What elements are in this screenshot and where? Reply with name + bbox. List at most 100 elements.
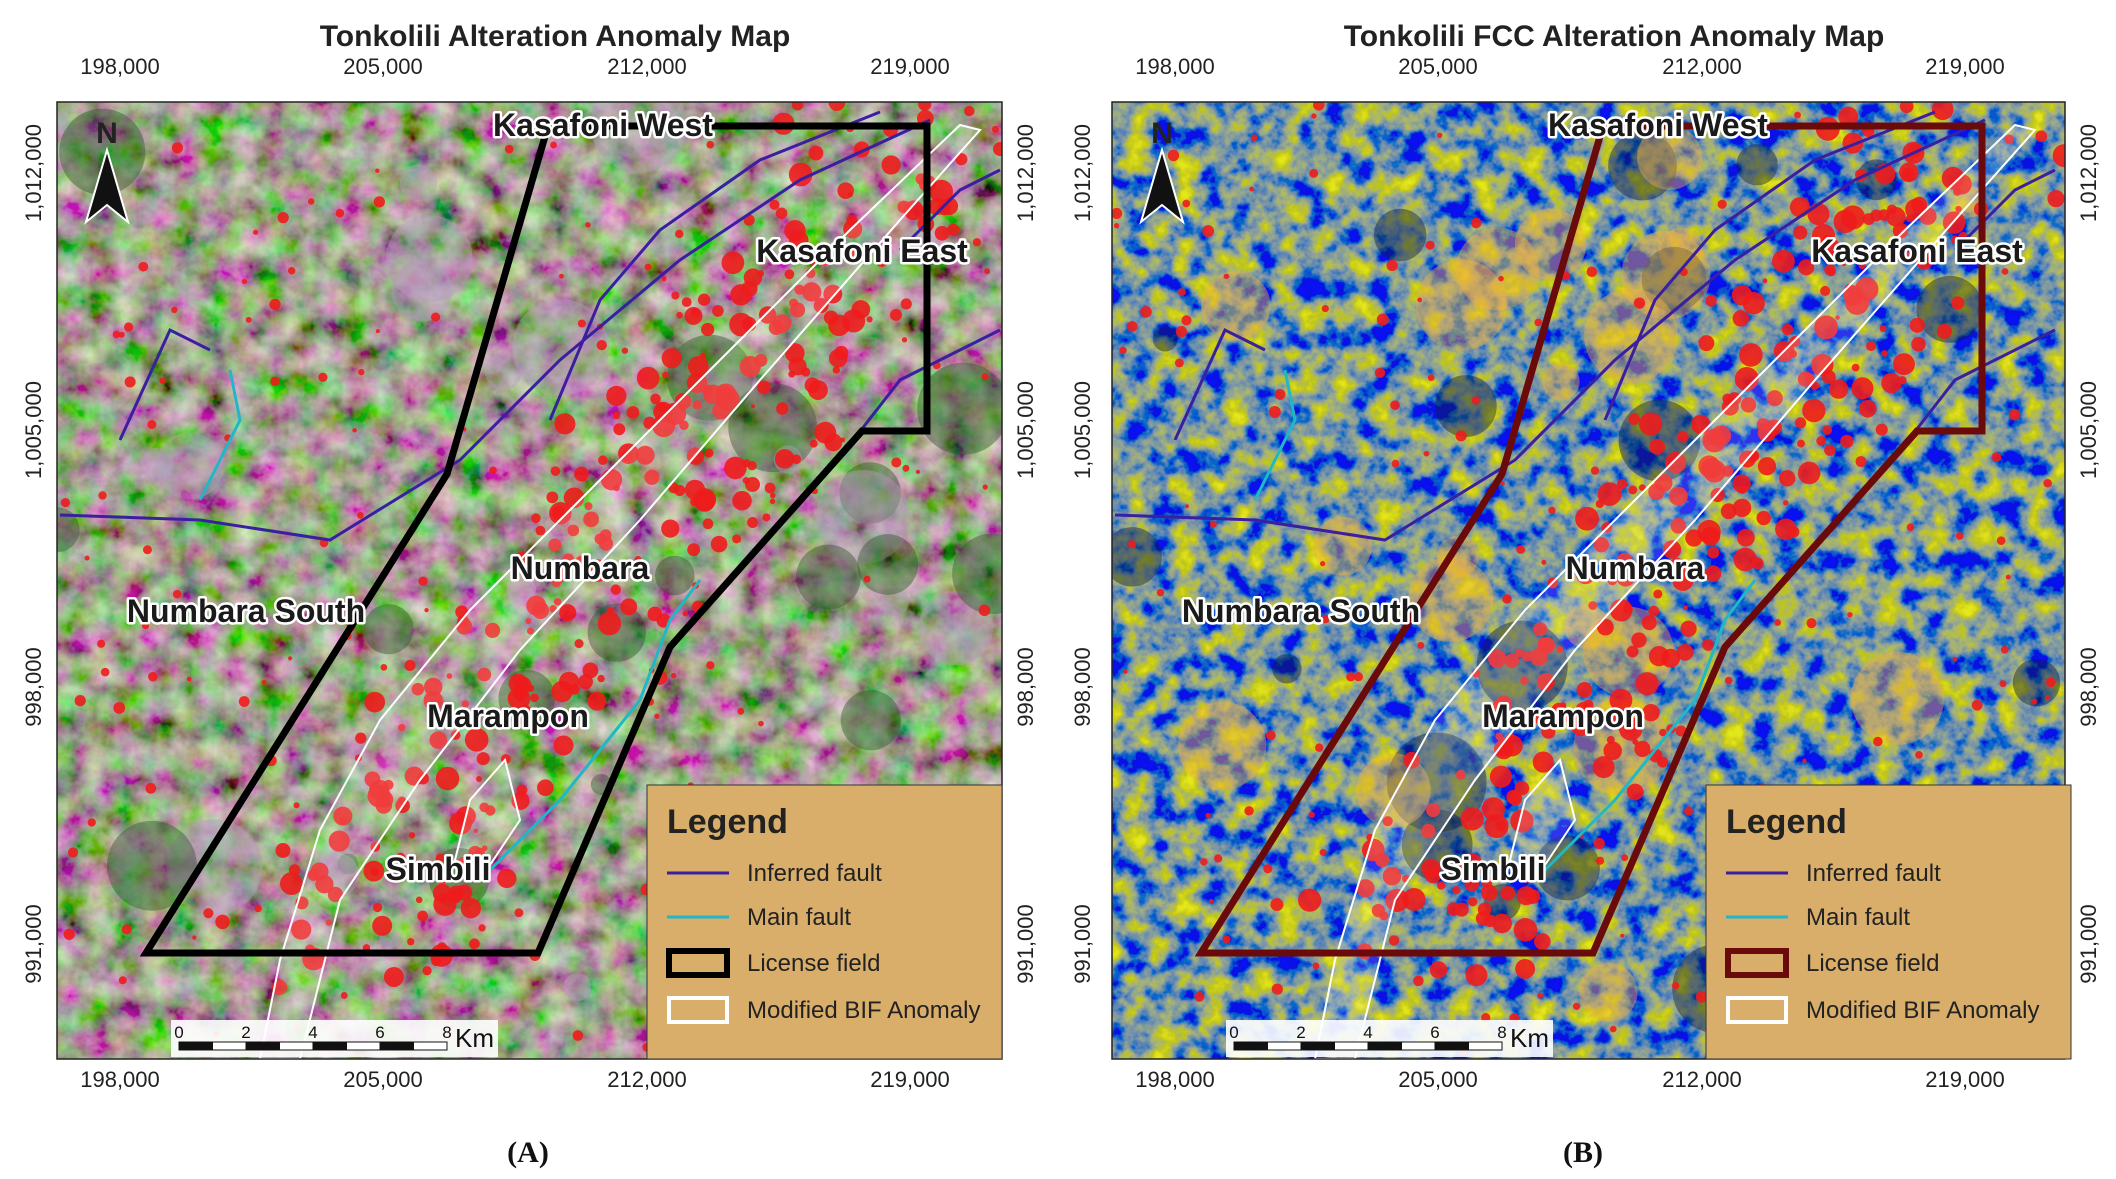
anomaly-dot [1455,430,1467,442]
anomaly-dot [1421,858,1441,878]
x-tick-label: 212,000 [607,1067,687,1092]
x-tick-label: 205,000 [1398,54,1478,79]
anomaly-dot [764,482,776,494]
scale-segment [245,1041,280,1051]
anomaly-dot [670,672,677,679]
map-frame [1111,101,2066,1060]
anomaly-dot [1588,601,1598,610]
anomaly-dot [504,144,514,154]
anomaly-dot [1484,814,1509,839]
y-tick-label: 998,000 [1013,647,1038,727]
anomaly-dot [507,687,531,710]
anomaly-dot [690,497,699,507]
anomaly-dot [1824,264,1836,276]
terrain-patch [166,819,263,916]
anomaly-dot [1592,756,1615,779]
anomaly-dot [372,902,383,913]
scale-segment [1334,1041,1369,1051]
anomaly-dot [1762,278,1768,284]
anomaly-dot [1680,620,1697,637]
scale-unit: Km [455,1023,494,1053]
anomaly-dot [186,676,192,682]
anomaly-dot [1609,1025,1617,1033]
anomaly-dot [1156,588,1165,597]
anomaly-dot [1705,295,1717,307]
anomaly-dot [2001,268,2009,275]
terrain-patch [1564,604,1609,649]
anomaly-dot [583,511,599,528]
anomaly-dot [712,305,724,317]
anomaly-dot [1570,714,1592,737]
anomaly-dot [535,525,546,536]
anomaly-dot [1429,961,1448,979]
anomaly-dot [1626,783,1644,801]
anomaly-dot [1223,273,1230,280]
anomaly-dot [737,707,745,715]
scale-segment [1434,1041,1469,1051]
anomaly-dot [1757,457,1777,476]
terrain-patch [1313,516,1372,576]
anomaly-dot [681,297,692,308]
terrain-patch [1112,527,1162,587]
north-label: N [1151,117,1173,150]
anomaly-dot [1873,736,1883,747]
inferred-fault [1114,118,1986,542]
anomaly-dot [277,212,289,224]
terrain-patch [1408,556,1494,642]
anomaly-dot [1575,506,1599,531]
anomaly-dot [772,314,792,334]
anomaly-dot [891,457,902,468]
terrain-patch [363,604,414,655]
anomaly-dot [112,330,121,339]
anomaly-dot [700,352,707,359]
anomaly-dot [654,713,660,719]
anomaly-dot [724,456,747,480]
anomaly-dot [1374,852,1390,868]
anomaly-dot [1950,235,1960,245]
anomaly-dot [1274,388,1286,400]
panel-caption: (A) [507,1136,549,1169]
inferred-fault [118,327,211,441]
anomaly-dot [934,225,950,241]
anomaly-dot [2035,130,2048,143]
anomaly-dot [1386,259,1398,272]
anomaly-dot [587,691,607,711]
anomaly-dot [1537,992,1544,999]
terrain-patch [140,447,175,482]
terrain-patch [57,507,80,553]
scale-segment [1300,1041,1335,1051]
anomaly-dot [554,565,571,582]
anomaly-dot [1789,197,1811,218]
anomaly-dot [598,455,608,465]
anomaly-dot [333,806,353,826]
x-tick-label: 212,000 [607,54,687,79]
anomaly-dot [1495,695,1513,713]
anomaly-dot [307,198,315,205]
anomaly-dot [526,684,535,693]
anomaly-dot [1844,284,1855,294]
anomaly-dot [828,314,850,337]
anomaly-dot [1442,857,1457,872]
anomaly-dot [1508,791,1523,806]
terrain-patch [484,352,523,391]
place-label: Numbara [1566,550,1705,586]
anomaly-dot [1732,310,1750,327]
anomaly-dot [1653,589,1663,599]
anomaly-dot [352,427,357,433]
anomaly-dot [1703,459,1727,483]
inferred-fault [59,118,931,542]
anomaly-dot [1898,376,1907,385]
anomaly-dot [1382,816,1393,827]
anomaly-dot [1702,638,1715,651]
anomaly-dot [676,311,683,319]
anomaly-dot [355,732,367,744]
anomaly-dot [2004,134,2015,145]
anomaly-dot [828,102,846,111]
anomaly-dot [1426,802,1441,818]
anomaly-dot [789,230,809,251]
anomaly-dot [245,316,252,323]
anomaly-dot [1841,261,1847,267]
anomaly-dot [478,924,486,932]
anomaly-dot [843,53,867,77]
anomaly-dot [1534,318,1543,327]
